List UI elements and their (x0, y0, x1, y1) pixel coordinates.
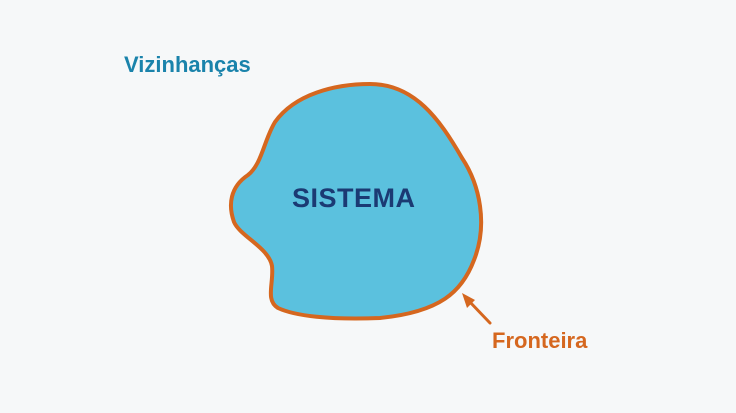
surroundings-label: Vizinhanças (124, 52, 251, 77)
system-label: SISTEMA (292, 183, 416, 213)
boundary-label: Fronteira (492, 328, 588, 353)
system-region (229, 82, 484, 321)
boundary-arrow (462, 293, 492, 325)
